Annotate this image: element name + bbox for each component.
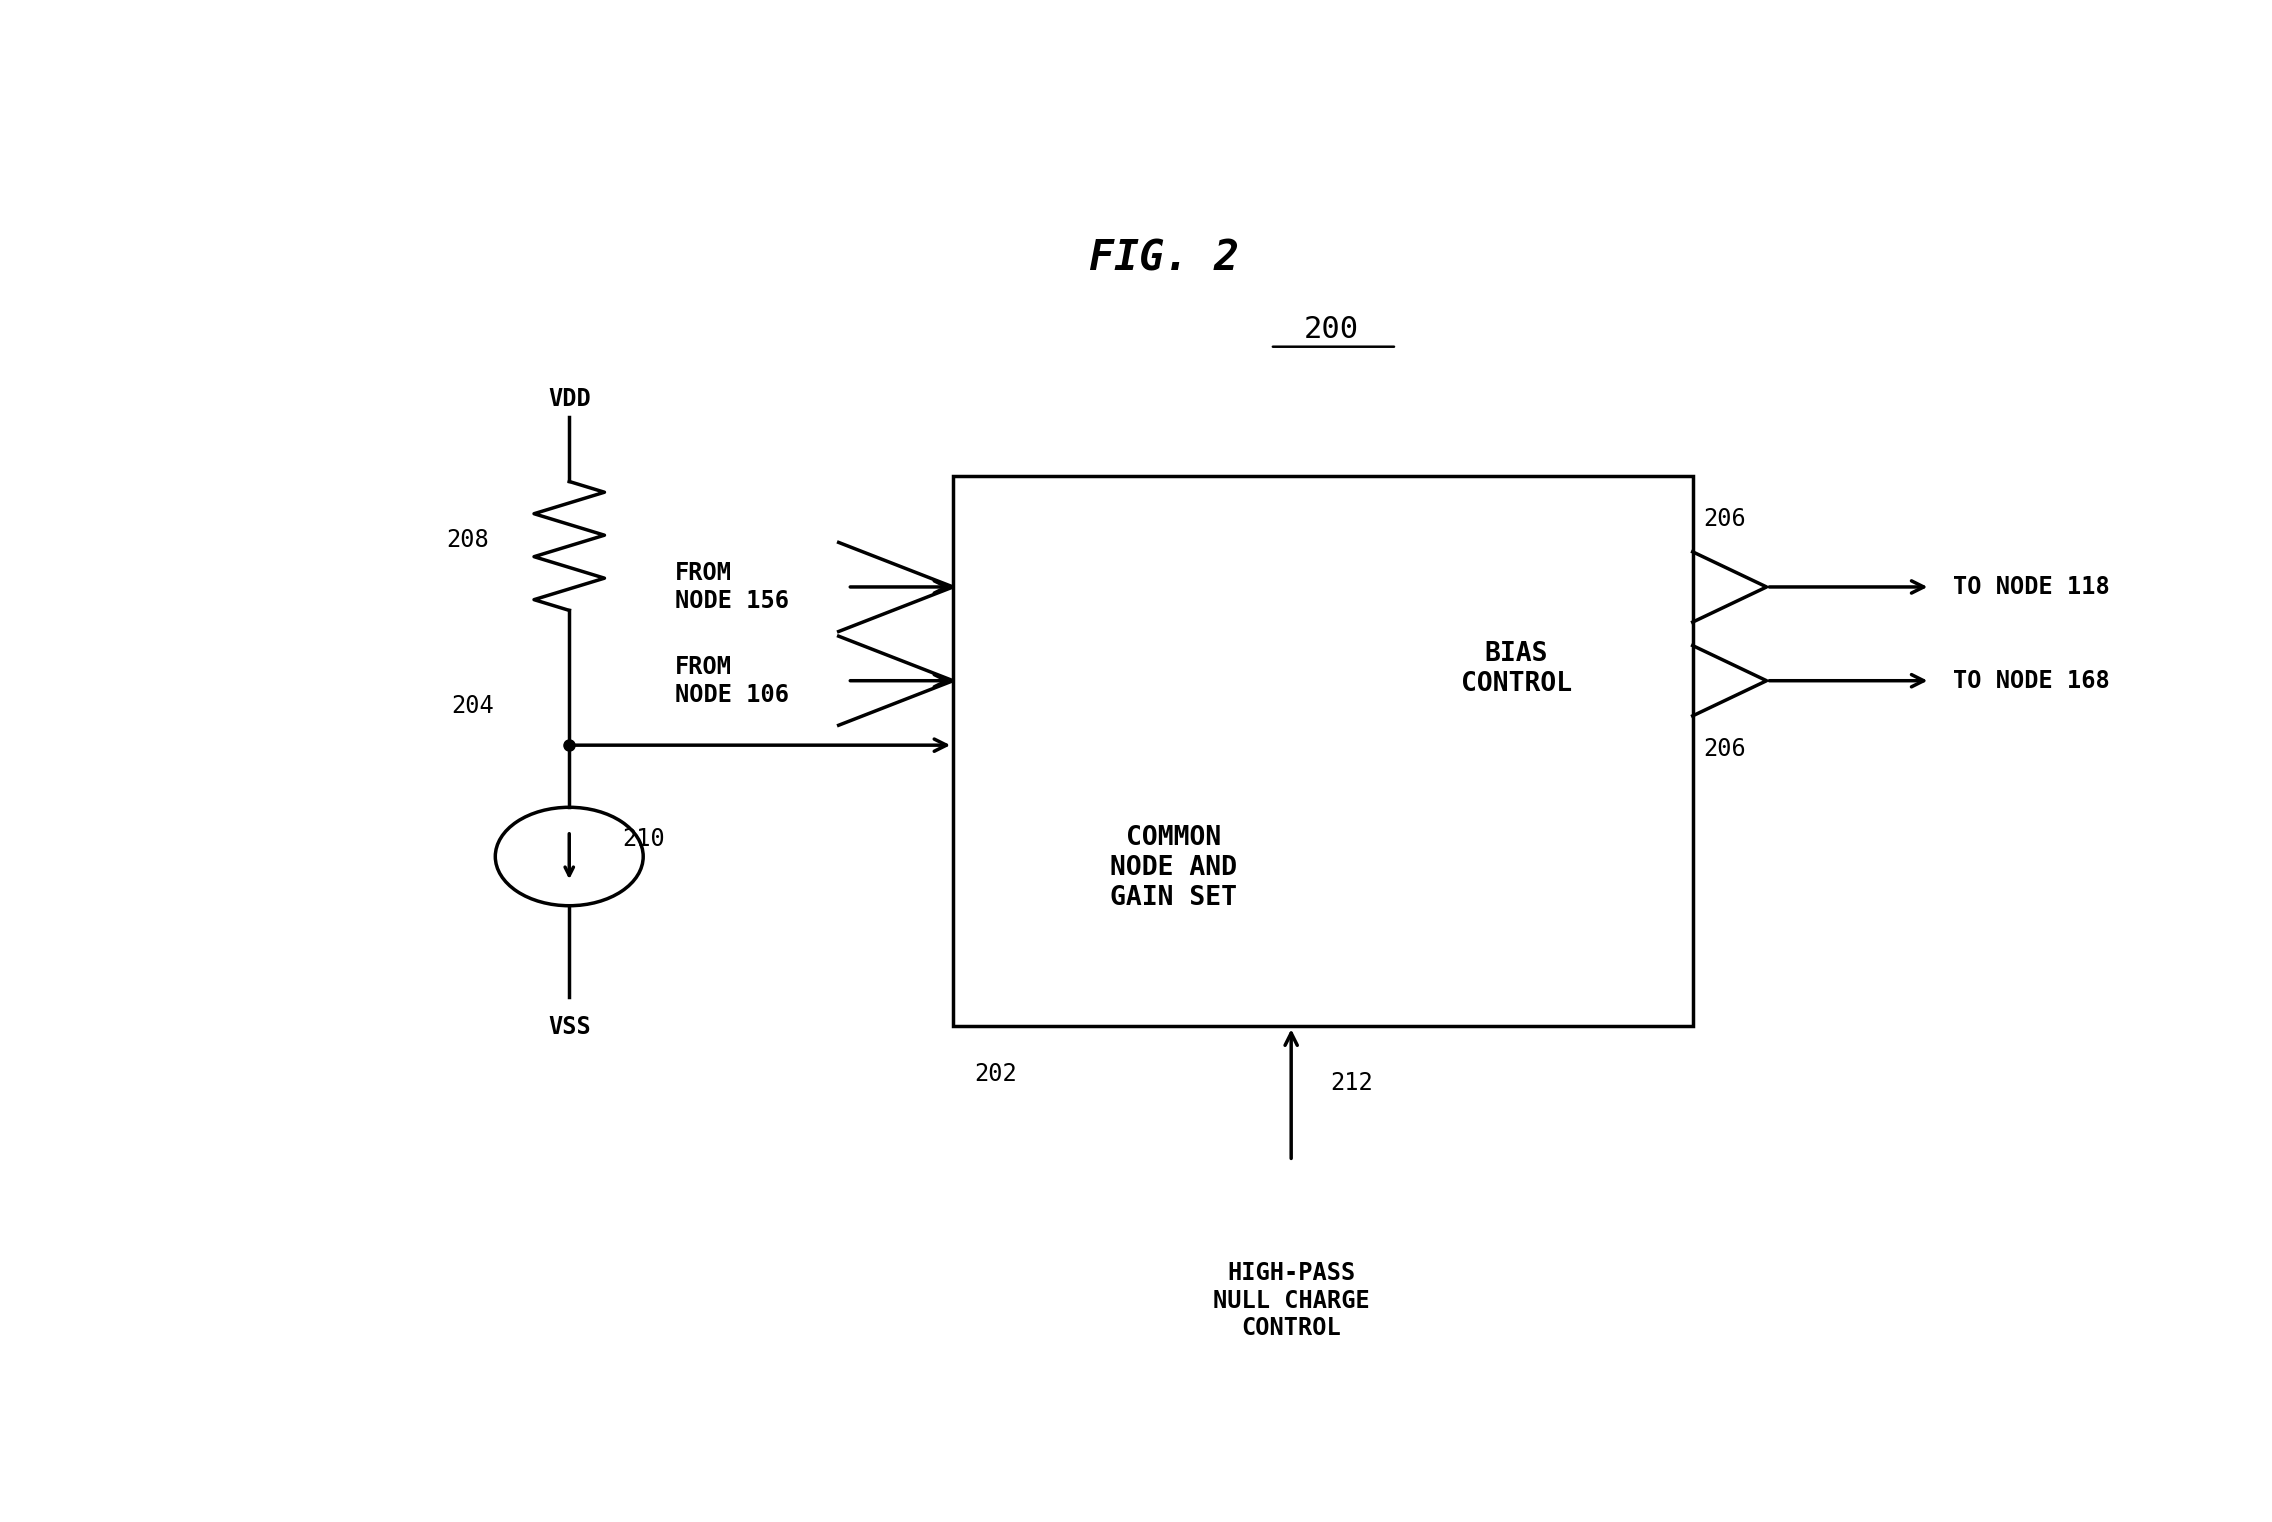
Text: 212: 212	[1329, 1070, 1372, 1094]
Text: VDD: VDD	[548, 387, 591, 411]
Text: VSS: VSS	[548, 1015, 591, 1038]
Text: TO NODE 118: TO NODE 118	[1954, 575, 2111, 600]
Text: TO NODE 168: TO NODE 168	[1954, 668, 2111, 693]
Text: 206: 206	[1704, 507, 1745, 531]
Text: 210: 210	[623, 826, 666, 851]
Text: COMMON
NODE AND
GAIN SET: COMMON NODE AND GAIN SET	[1109, 825, 1236, 912]
Text: 200: 200	[1304, 315, 1359, 344]
Text: BIAS
CONTROL: BIAS CONTROL	[1461, 641, 1572, 697]
Text: 204: 204	[452, 694, 493, 718]
Text: 206: 206	[1704, 737, 1745, 761]
Text: HIGH-PASS
NULL CHARGE
CONTROL: HIGH-PASS NULL CHARGE CONTROL	[1213, 1260, 1370, 1341]
Text: FROM
NODE 156: FROM NODE 156	[675, 562, 788, 613]
FancyBboxPatch shape	[954, 475, 1693, 1026]
Text: 208: 208	[445, 528, 488, 552]
Text: 202: 202	[975, 1062, 1018, 1085]
Text: FIG. 2: FIG. 2	[1088, 237, 1241, 280]
Text: FROM
NODE 106: FROM NODE 106	[675, 654, 788, 706]
